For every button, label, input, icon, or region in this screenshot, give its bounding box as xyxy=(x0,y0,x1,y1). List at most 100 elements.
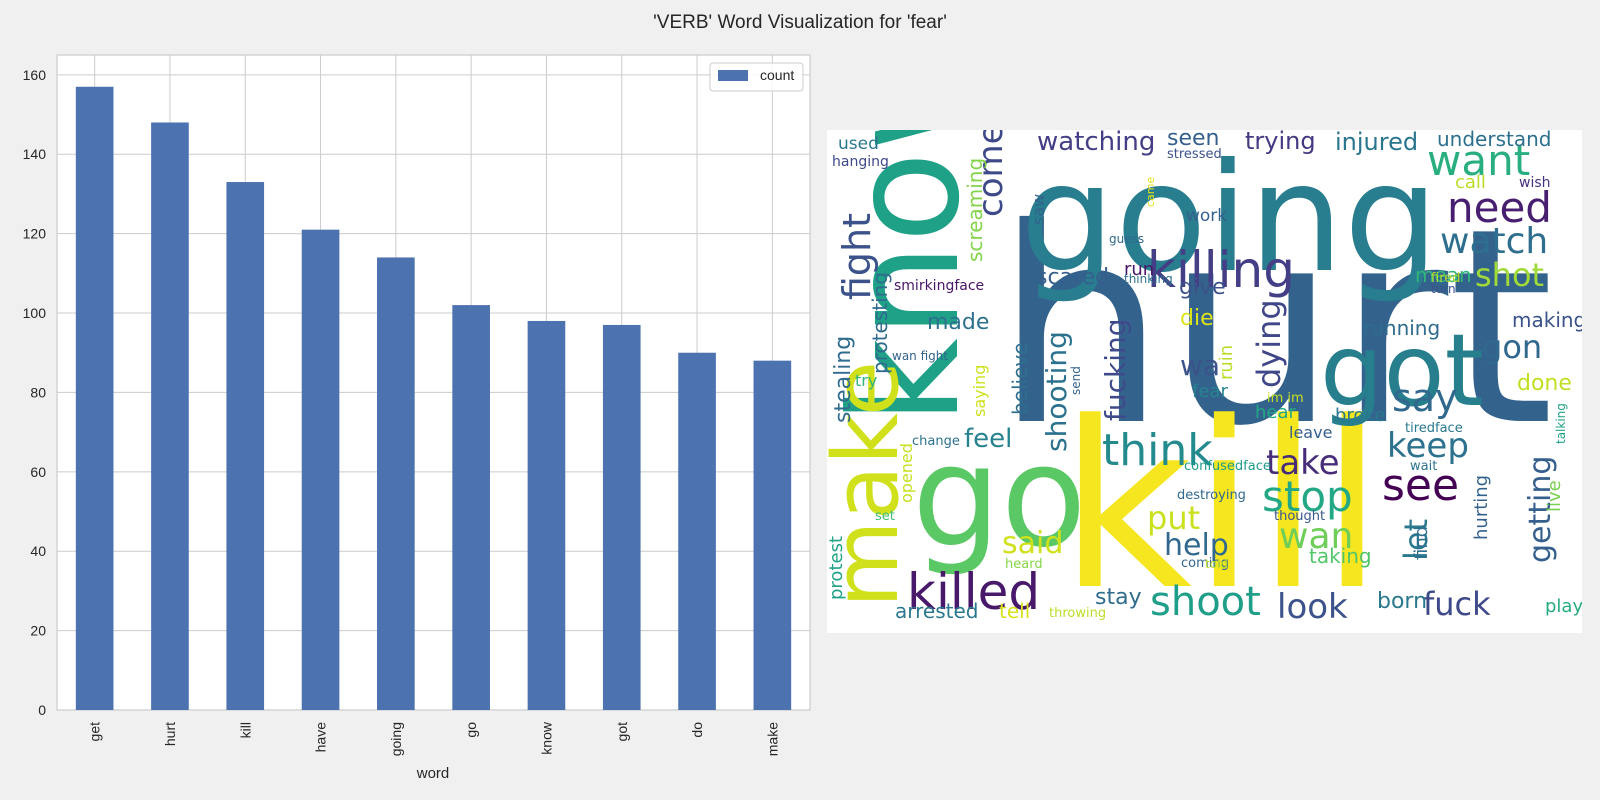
word-scared: scared xyxy=(1036,265,1109,290)
word-taking: taking xyxy=(1309,544,1372,568)
word-want: want xyxy=(1427,136,1530,185)
word-guess: guess xyxy=(1109,232,1144,246)
x-tick-labels: get hurt kill have going go know got do make xyxy=(87,721,781,756)
word-talking: talking xyxy=(1554,403,1568,444)
word-hurt: hurt xyxy=(995,170,1554,485)
y-tick-label: 140 xyxy=(23,146,47,162)
word-know: know xyxy=(827,130,993,425)
word-wish: wish xyxy=(1519,175,1551,191)
word-leave: leave xyxy=(1289,423,1332,442)
word-go: go xyxy=(912,416,1087,579)
word-used: used xyxy=(838,134,879,154)
word-fucking: fucking xyxy=(1099,318,1132,421)
word-play: play xyxy=(1545,596,1582,617)
word-going: going xyxy=(1020,132,1439,306)
word-ruin: ruin xyxy=(1216,345,1237,380)
word-shooting: shooting xyxy=(1040,331,1073,452)
word-killed: killed xyxy=(907,563,1040,621)
word-take: take xyxy=(1266,443,1340,483)
word-stealing: stealing xyxy=(831,336,856,423)
word-change: change xyxy=(912,434,960,449)
word-confusedface: confusedface xyxy=(1184,459,1271,474)
x-axis-label: word xyxy=(416,765,450,782)
y-tick-label: 120 xyxy=(23,226,47,242)
word-thought: thought xyxy=(1274,509,1325,524)
word-wan-fight: wan fight xyxy=(892,349,948,363)
y-tick-label: 80 xyxy=(30,384,46,400)
word-live: live xyxy=(1544,480,1565,512)
word-say: say xyxy=(1392,376,1458,420)
word-stay: stay xyxy=(1095,585,1142,610)
word-wan: wan xyxy=(1279,516,1353,557)
word-think: think xyxy=(1102,425,1213,476)
word-fear: fear xyxy=(1192,381,1228,402)
word-feel: feel xyxy=(964,424,1012,454)
word-set: set xyxy=(875,509,895,524)
word-protest: protest xyxy=(827,536,847,600)
word-came: came xyxy=(1144,176,1157,207)
y-tick-label: 60 xyxy=(30,464,46,480)
word-destroying: destroying xyxy=(1177,488,1246,503)
bar-have xyxy=(301,229,340,710)
legend: count xyxy=(709,62,804,92)
bar-hurt xyxy=(151,122,189,710)
word-getting: getting xyxy=(1523,456,1558,563)
y-tick-labels: 0 20 40 60 80 100 120 140 160 xyxy=(23,67,47,718)
word-need: need xyxy=(1447,183,1552,232)
word-watch: watch xyxy=(1440,221,1548,262)
word-screaming: screaming xyxy=(963,158,987,262)
bar-make xyxy=(753,360,792,710)
word-throwing: throwing xyxy=(1049,606,1106,621)
word-mean: mean xyxy=(1415,263,1472,287)
x-tick-label: got xyxy=(614,722,630,742)
word-opened: opened xyxy=(897,443,916,503)
word-turn: turn xyxy=(1431,282,1456,296)
legend-swatch xyxy=(718,70,748,81)
word-fired: fired xyxy=(1431,271,1461,286)
word-kill: kill xyxy=(1059,374,1384,633)
word-killing: killing xyxy=(1147,241,1295,299)
y-tick-label: 160 xyxy=(23,67,47,83)
bar-get xyxy=(75,86,114,711)
word-stressed: stressed xyxy=(1167,147,1222,162)
word-gon: gon xyxy=(1482,328,1542,366)
bars xyxy=(75,86,792,711)
y-tick-label: 20 xyxy=(30,623,46,639)
word-hanging: hanging xyxy=(832,154,889,170)
legend-label: count xyxy=(760,67,794,83)
word-call: call xyxy=(1455,172,1486,193)
word-hurting: hurting xyxy=(1471,475,1492,540)
word-give: give xyxy=(1179,275,1226,300)
x-tick-label: have xyxy=(313,722,329,753)
word-fuck: fuck xyxy=(1423,585,1491,623)
x-tick-label: hurt xyxy=(162,722,178,746)
word-wait: wait xyxy=(1410,459,1437,474)
word-keep: keep xyxy=(1387,426,1469,466)
word-run: run xyxy=(1124,259,1154,280)
word-protesting: protesting xyxy=(868,272,892,374)
bar-do xyxy=(678,352,716,710)
x-tick-label: know xyxy=(538,721,554,755)
word-see: see xyxy=(1382,460,1459,511)
word-dying: dying xyxy=(1250,299,1288,388)
word-said: said xyxy=(1002,526,1063,561)
word-fight: fight xyxy=(835,213,879,300)
word-born: born xyxy=(1377,589,1427,614)
word-told: told xyxy=(1205,557,1228,571)
word-got: got xyxy=(1320,312,1484,429)
word-saying: saying xyxy=(970,365,989,417)
word-let: let xyxy=(1397,519,1435,560)
word-try: try xyxy=(855,371,877,390)
x-tick-label: going xyxy=(388,722,404,756)
word-made: made xyxy=(927,310,989,335)
word-hear: hear xyxy=(1255,402,1297,423)
word-wa: wa xyxy=(1180,349,1220,382)
y-tick-label: 0 xyxy=(38,702,46,718)
word-running: running xyxy=(1363,316,1440,340)
x-tick-label: make xyxy=(764,722,780,756)
word-saw: saw xyxy=(1029,194,1048,225)
word-come: come xyxy=(971,130,1011,217)
x-tick-label: go xyxy=(463,722,479,738)
word-im-im: im im xyxy=(1267,391,1304,406)
